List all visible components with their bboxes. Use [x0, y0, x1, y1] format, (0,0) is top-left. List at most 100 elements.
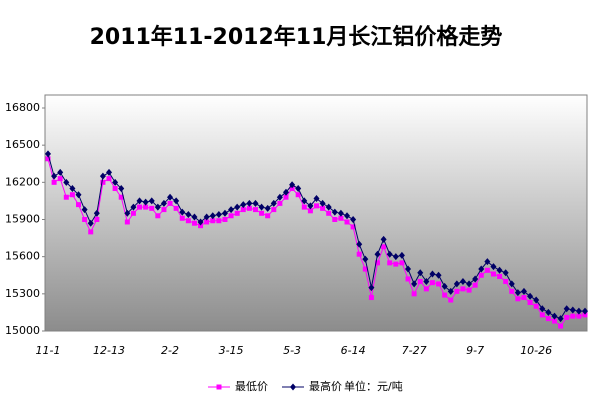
data-point: [137, 204, 143, 210]
data-point: [417, 278, 423, 284]
data-point: [179, 208, 186, 216]
chart-title: 2011年11-2012年11月长江铝价格走势: [90, 24, 503, 50]
legend-label: 最高价: [309, 379, 342, 393]
data-point: [502, 269, 509, 277]
data-point: [240, 207, 246, 213]
data-point: [320, 205, 326, 211]
data-point: [332, 217, 338, 222]
data-point: [75, 191, 82, 199]
data-point: [503, 278, 509, 284]
data-point: [289, 186, 295, 192]
y-tick-label: 16800: [5, 101, 40, 114]
data-point: [527, 292, 534, 300]
data-point: [314, 203, 319, 209]
data-point: [411, 291, 417, 297]
data-point: [246, 205, 252, 211]
data-point: [106, 176, 112, 182]
data-point: [209, 212, 216, 220]
data-point: [51, 172, 58, 180]
data-point: [472, 282, 478, 288]
data-point: [57, 168, 64, 176]
data-point: [454, 288, 460, 294]
data-point: [173, 205, 179, 211]
data-point: [350, 216, 357, 223]
data-point: [234, 210, 240, 216]
data-point: [527, 300, 533, 306]
data-point: [325, 203, 332, 211]
data-point: [362, 255, 369, 263]
data-point: [258, 203, 265, 211]
data-point: [569, 306, 576, 314]
data-point: [356, 240, 363, 248]
data-point: [161, 207, 167, 213]
data-point: [521, 295, 527, 301]
data-point: [478, 272, 484, 278]
data-point: [277, 200, 283, 206]
data-point: [234, 203, 241, 211]
data-point: [533, 296, 540, 304]
data-point: [472, 275, 479, 283]
data-point: [484, 258, 491, 266]
data-point: [545, 316, 551, 322]
data-point: [331, 208, 338, 216]
data-point: [460, 286, 466, 292]
data-point: [45, 156, 51, 162]
data-point: [197, 218, 204, 226]
data-point: [82, 217, 88, 222]
data-point: [490, 271, 496, 277]
data-point: [576, 313, 582, 319]
data-point: [490, 263, 497, 271]
data-point: [222, 217, 228, 222]
data-point: [94, 217, 100, 222]
annotation: 单位：元/吨: [344, 379, 403, 393]
data-point: [93, 209, 100, 217]
data-point: [307, 202, 314, 210]
x-tick-label: 5-3: [283, 344, 301, 357]
legend-label: 最低价: [235, 380, 268, 393]
data-point: [326, 210, 332, 216]
data-point: [381, 244, 387, 250]
data-point: [514, 289, 521, 297]
data-point: [100, 179, 106, 185]
data-point: [441, 282, 448, 290]
data-point: [142, 198, 149, 206]
data-point: [106, 168, 113, 176]
data-point: [295, 192, 301, 198]
data-point: [375, 260, 381, 266]
data-point: [497, 273, 503, 279]
data-point: [167, 193, 174, 201]
data-point: [520, 287, 527, 295]
data-point: [76, 202, 82, 208]
data-point: [399, 260, 405, 266]
data-point: [81, 206, 88, 214]
x-tick-label: 12-13: [93, 344, 125, 357]
data-point: [423, 286, 429, 292]
data-point: [466, 287, 472, 293]
y-tick-label: 15300: [5, 287, 40, 300]
data-point: [191, 213, 198, 221]
data-point: [405, 265, 412, 273]
data-point: [221, 209, 228, 217]
data-point: [447, 287, 454, 295]
data-point: [374, 250, 381, 258]
legend-marker: [290, 383, 296, 391]
data-point: [289, 181, 296, 189]
data-point: [155, 213, 161, 219]
data-point: [271, 207, 277, 213]
data-point: [563, 305, 570, 313]
data-point: [259, 210, 265, 216]
data-point: [173, 197, 180, 205]
data-point: [453, 280, 460, 288]
data-point: [160, 199, 167, 207]
data-point: [429, 280, 435, 286]
data-point: [167, 200, 173, 206]
data-point: [246, 199, 253, 207]
data-point: [368, 295, 374, 301]
data-point: [448, 297, 454, 303]
data-point: [252, 207, 258, 213]
data-point: [124, 209, 131, 217]
data-point: [264, 204, 271, 212]
data-point: [63, 194, 69, 200]
x-tick-label: 11-1: [36, 344, 61, 357]
